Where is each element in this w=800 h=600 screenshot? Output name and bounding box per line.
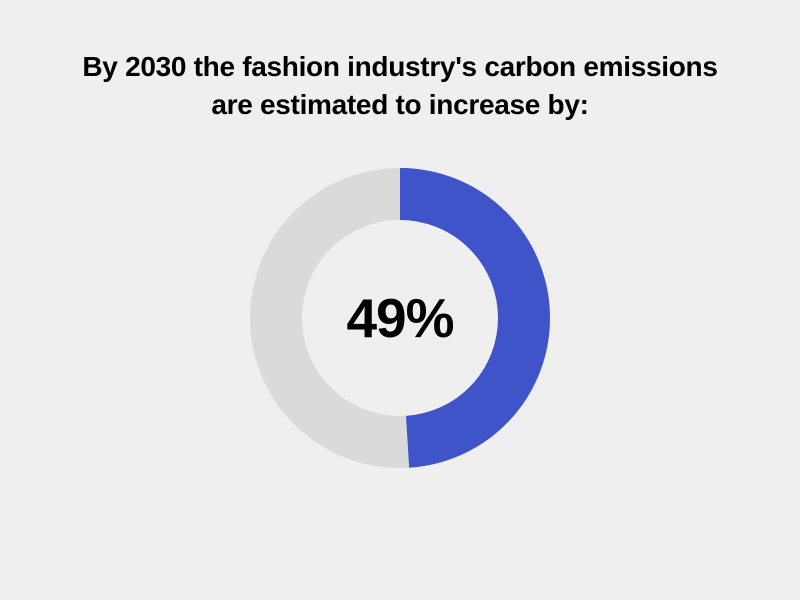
donut-chart: 49% bbox=[250, 168, 550, 468]
infographic-heading: By 2030 the fashion industry's carbon em… bbox=[80, 48, 720, 124]
donut-center-label: 49% bbox=[346, 286, 453, 350]
